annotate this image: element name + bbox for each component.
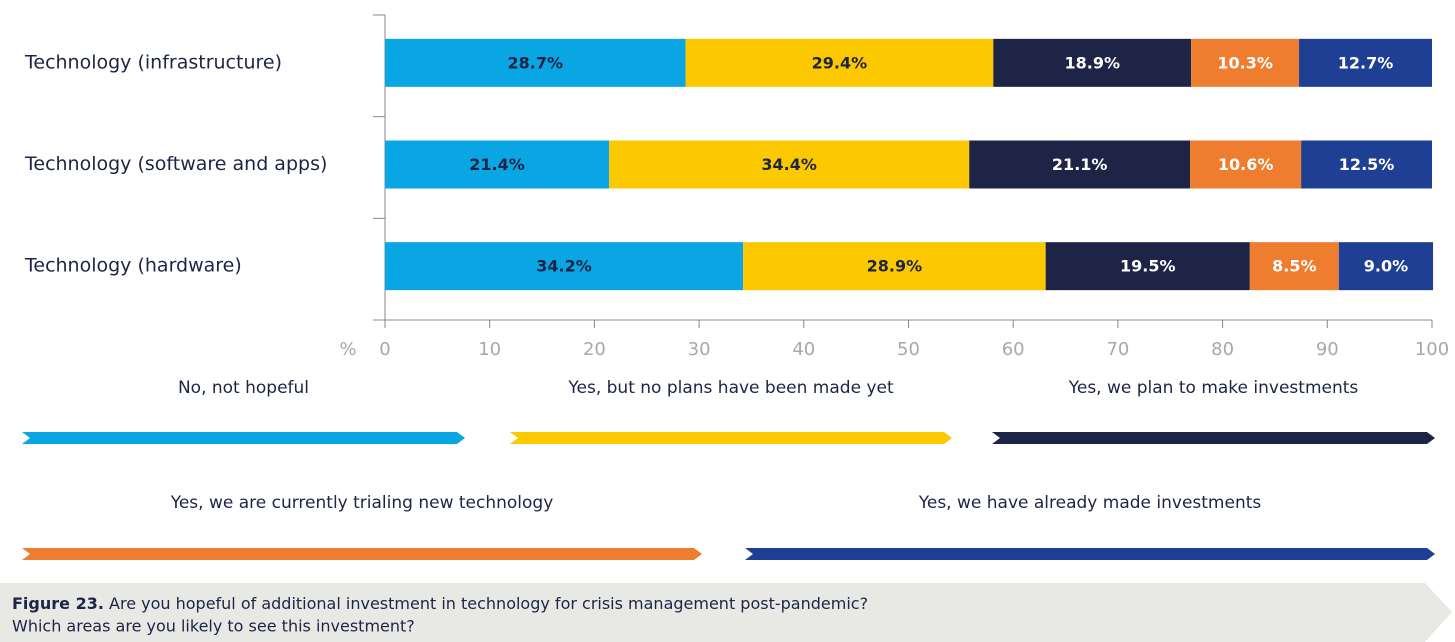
x-tick-label: 30: [688, 339, 711, 360]
x-tick-label: 40: [792, 339, 815, 360]
bar-segment: [969, 140, 1191, 189]
caption-line: Which areas are you likely to see this i…: [12, 617, 415, 636]
value-label: 19.5%: [1120, 257, 1176, 276]
legend-label: Yes, we have already made investments: [918, 493, 1262, 513]
legend-swatch: [22, 432, 465, 444]
x-tick-label: 0: [379, 339, 390, 360]
value-label: 12.5%: [1339, 155, 1395, 174]
bar-segment: [1338, 242, 1434, 291]
value-label: 10.3%: [1217, 53, 1273, 72]
bar-segment: [385, 38, 686, 87]
bar-segment: [1045, 242, 1250, 291]
legend-label: No, not hopeful: [178, 378, 309, 398]
value-label: 28.7%: [507, 53, 563, 72]
x-tick-label: 20: [583, 339, 606, 360]
caption-label: Figure 23.: [12, 594, 104, 613]
bar-segment: [1299, 38, 1432, 87]
bar-segment: [385, 242, 744, 291]
bar-segment: [685, 38, 994, 87]
value-label: 21.4%: [469, 155, 525, 174]
value-label: 29.4%: [812, 53, 868, 72]
legend-label: Yes, we plan to make investments: [1068, 378, 1359, 398]
value-label: 12.7%: [1338, 53, 1394, 72]
bar-segment: [743, 242, 1046, 291]
value-label: 34.4%: [761, 155, 817, 174]
x-tick-label: 90: [1316, 339, 1339, 360]
legend-label: Yes, we are currently trialing new techn…: [170, 493, 554, 513]
x-tick-label: 10: [478, 339, 501, 360]
value-label: 9.0%: [1364, 257, 1408, 276]
value-label: 28.9%: [867, 257, 923, 276]
category-label: Technology (infrastructure): [24, 51, 282, 73]
x-tick-label: 80: [1211, 339, 1234, 360]
bar-segment: [993, 38, 1192, 87]
caption-band: [0, 583, 1452, 642]
x-tick-label: 100: [1415, 339, 1449, 360]
caption-line: Figure 23. Are you hopeful of additional…: [12, 594, 868, 613]
bar-segment: [609, 140, 970, 189]
legend-label: Yes, but no plans have been made yet: [567, 378, 894, 398]
x-tick-label: 70: [1106, 339, 1129, 360]
value-label: 18.9%: [1064, 53, 1120, 72]
bar-segment: [385, 140, 610, 189]
value-label: 8.5%: [1272, 257, 1316, 276]
category-label: Technology (software and apps): [24, 153, 327, 175]
x-axis-label: %: [339, 339, 356, 360]
legend-swatch: [992, 432, 1435, 444]
bar-segment: [1249, 242, 1339, 291]
bar-segment: [1191, 38, 1300, 87]
bar-segment: [1301, 140, 1432, 189]
x-tick-label: 50: [897, 339, 920, 360]
value-label: 21.1%: [1052, 155, 1108, 174]
legend-swatch: [745, 548, 1435, 560]
value-label: 10.6%: [1218, 155, 1274, 174]
value-label: 34.2%: [536, 257, 592, 276]
legend-swatch: [22, 548, 702, 560]
bar-segment: [1190, 140, 1302, 189]
x-tick-label: 60: [1002, 339, 1025, 360]
caption-text: Are you hopeful of additional investment…: [109, 594, 868, 613]
category-label: Technology (hardware): [24, 255, 242, 277]
legend-swatch: [510, 432, 952, 444]
